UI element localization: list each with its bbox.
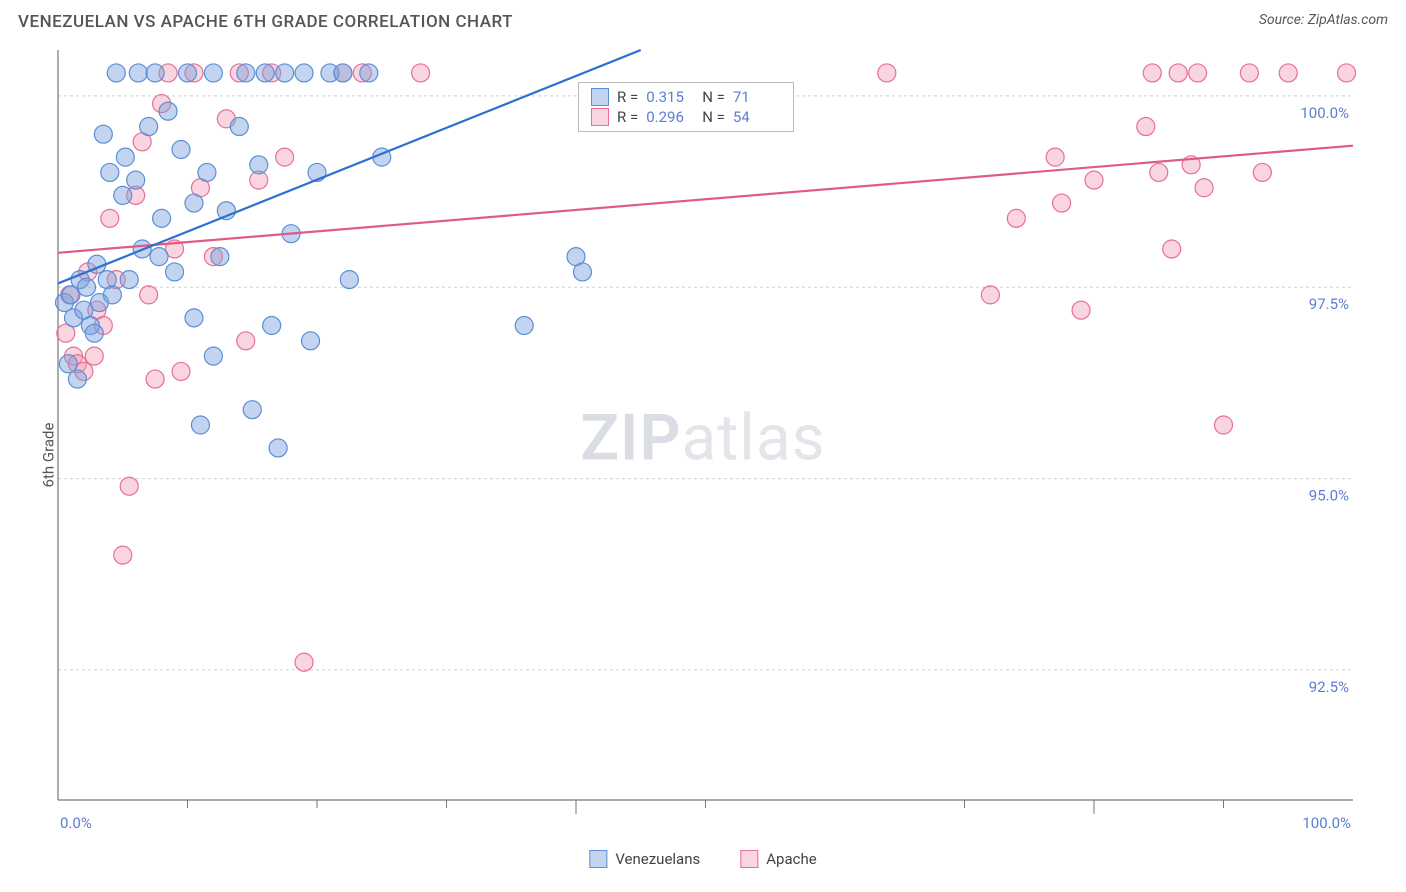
swatch-apache-icon xyxy=(591,108,609,126)
swatch-apache-icon xyxy=(740,850,758,868)
svg-text:97.5%: 97.5% xyxy=(1309,295,1349,313)
legend-label-apache: Apache xyxy=(766,850,816,868)
legend-item-apache: Apache xyxy=(740,850,816,868)
n-value-apache: 54 xyxy=(733,108,781,126)
bottom-legend: Venezuelans Apache xyxy=(589,850,816,868)
scatter-plot: 92.5% 95.0% 97.5% 100.0% 0.0% 100.0% xyxy=(18,40,1388,830)
correlation-info-box: R = 0.315 N = 71 R = 0.296 N = 54 xyxy=(578,82,794,132)
legend-item-venezuelans: Venezuelans xyxy=(589,850,700,868)
r-value-venezuelans: 0.315 xyxy=(646,88,694,106)
r-value-apache: 0.296 xyxy=(646,108,694,126)
svg-text:92.5%: 92.5% xyxy=(1309,678,1349,696)
chart-area: 6th Grade ZIPatlas 92.5%95.0%97.5%100.0%… xyxy=(18,40,1388,870)
source-label: Source: ZipAtlas.com xyxy=(1259,12,1388,28)
swatch-venezuelans-icon xyxy=(589,850,607,868)
svg-text:100.0%: 100.0% xyxy=(1300,104,1349,122)
info-row-apache: R = 0.296 N = 54 xyxy=(579,107,793,127)
info-row-venezuelans: R = 0.315 N = 71 xyxy=(579,87,793,107)
svg-text:0.0%: 0.0% xyxy=(60,814,92,830)
svg-text:95.0%: 95.0% xyxy=(1309,487,1349,505)
r-label: R = xyxy=(617,88,638,106)
chart-title: VENEZUELAN VS APACHE 6TH GRADE CORRELATI… xyxy=(18,12,513,32)
n-value-venezuelans: 71 xyxy=(733,88,781,106)
y-axis-label: 6th Grade xyxy=(39,423,57,488)
n-label: N = xyxy=(702,108,725,126)
legend-label-venezuelans: Venezuelans xyxy=(615,850,700,868)
swatch-venezuelans-icon xyxy=(591,88,609,106)
svg-text:100.0%: 100.0% xyxy=(1302,814,1351,830)
r-label: R = xyxy=(617,108,638,126)
n-label: N = xyxy=(702,88,725,106)
